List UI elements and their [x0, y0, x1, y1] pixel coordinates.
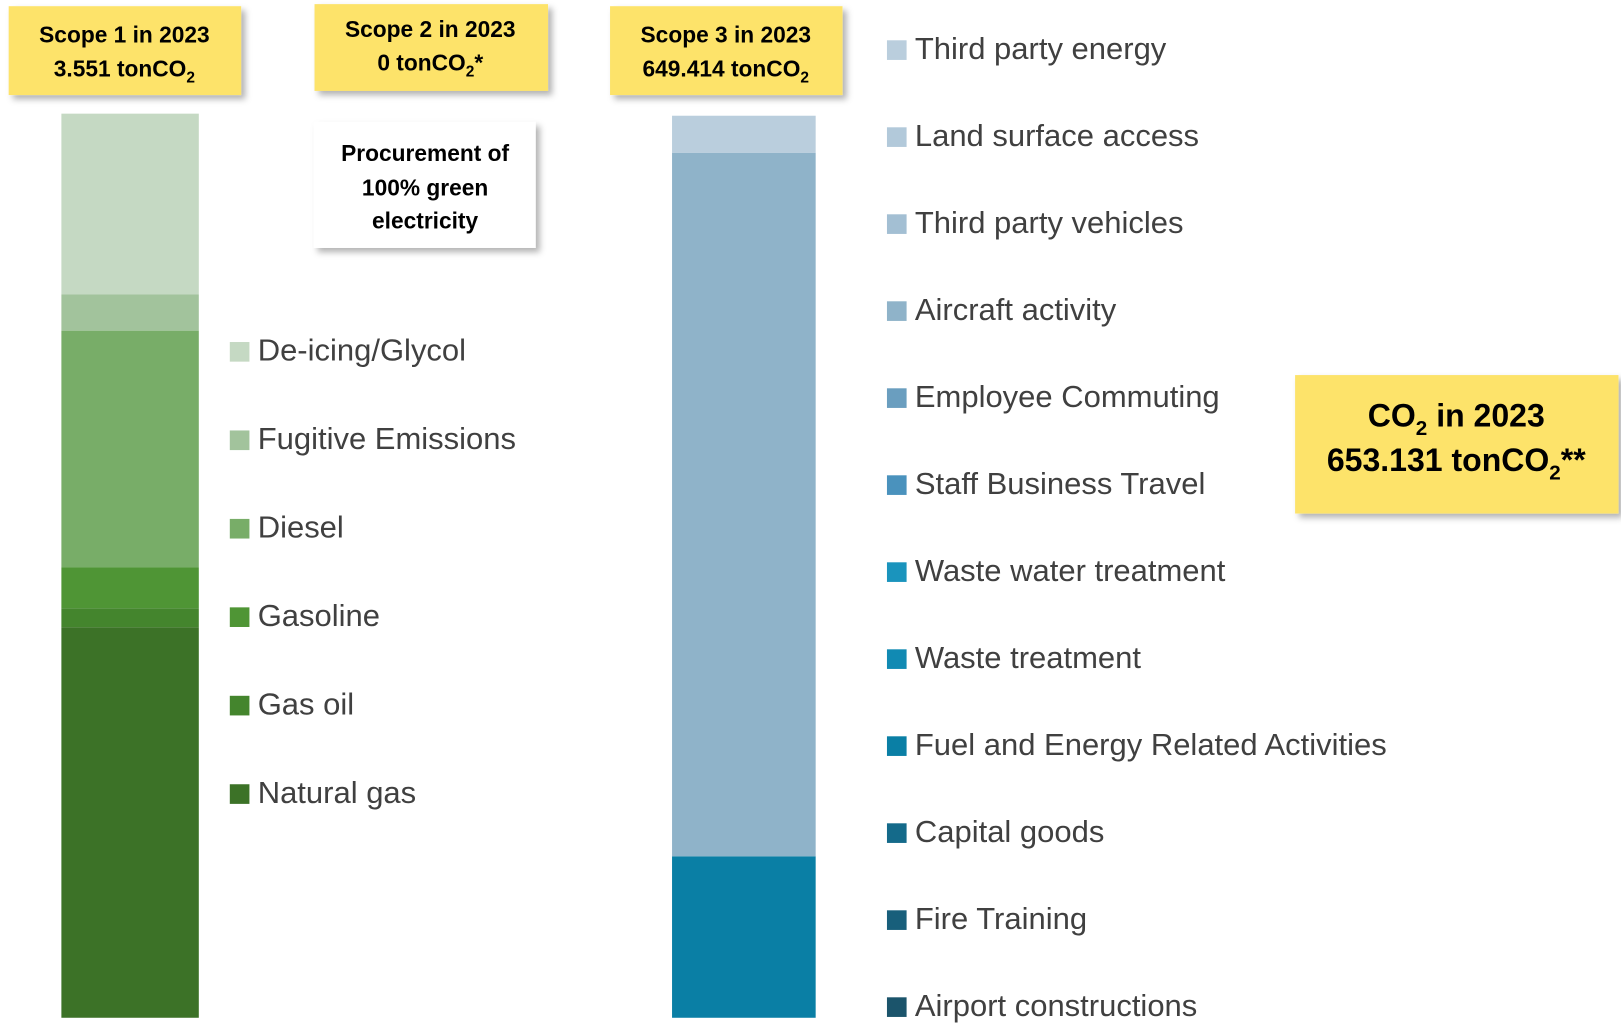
legend-swatch [886, 388, 907, 408]
legend-swatch [229, 607, 250, 627]
bar-segment [672, 856, 816, 1018]
box-bg [610, 6, 843, 96]
scope2-note: Procurement of 100% green electricity [313, 121, 536, 248]
legend-swatch [229, 784, 250, 804]
legend-label: Diesel [258, 509, 344, 544]
bar-segment [61, 113, 199, 295]
box-title: Scope 1 in 2023 [39, 21, 209, 47]
legend-label: Gasoline [258, 598, 380, 633]
legend-label: Employee Commuting [915, 379, 1220, 414]
legend-label: Fire Training [915, 901, 1087, 936]
note-line: electricity [372, 207, 478, 233]
suffix: * [474, 49, 483, 75]
box-value: 649.414 tonCO2 [643, 55, 809, 86]
legend-swatch [886, 910, 907, 930]
legend-label: Fugitive Emissions [258, 421, 516, 456]
box-bg [1295, 375, 1619, 514]
subscript: 2 [800, 70, 809, 87]
legend-label: Staff Business Travel [915, 466, 1205, 501]
legend-swatch [886, 40, 907, 60]
legend-label: De-icing/Glycol [258, 333, 466, 368]
legend-swatch [886, 649, 907, 669]
box-bg [8, 6, 242, 96]
legend-swatch [229, 695, 250, 716]
co2: CO [1368, 398, 1416, 434]
legend-swatch [229, 518, 250, 539]
suffix: in 2023 [1427, 398, 1544, 434]
note-bg [313, 121, 536, 248]
legend-label: Capital goods [915, 814, 1104, 849]
total-box: CO2 in 2023 653.131 tonCO2** [1295, 375, 1619, 514]
bar-segment [61, 330, 199, 568]
bar-segment [61, 627, 199, 1018]
bar-segment [61, 608, 199, 628]
bar-segment [61, 567, 199, 609]
legend-label: Aircraft activity [915, 292, 1117, 327]
legend-label: Third party vehicles [915, 205, 1184, 240]
value: 3.551 tonCO [54, 55, 187, 81]
value: 0 tonCO [377, 49, 465, 75]
box-value: 0 tonCO2* [377, 49, 483, 80]
legend-swatch [886, 301, 907, 321]
note-line: Procurement of [341, 140, 509, 166]
legend-label: Gas oil [258, 686, 354, 721]
subscript: 2 [186, 70, 195, 87]
legend-label: Land surface access [915, 118, 1199, 153]
legend-label: Waste treatment [915, 640, 1142, 675]
total-value: 653.131 tonCO2** [1327, 442, 1586, 484]
suffix: ** [1561, 442, 1586, 478]
legend-swatch [886, 823, 907, 843]
subscript: 2 [1416, 417, 1428, 440]
legend-swatch [886, 736, 907, 756]
scope1-box: Scope 1 in 2023 3.551 tonCO2 [8, 6, 242, 96]
scope2-box: Scope 2 in 2023 0 tonCO2* [314, 4, 549, 91]
legend-label: Third party energy [915, 31, 1167, 66]
bar-segment [672, 115, 816, 153]
legend-label: Natural gas [258, 775, 416, 810]
value: 653.131 tonCO [1327, 442, 1549, 478]
legend-swatch [229, 430, 250, 451]
legend-swatch [886, 214, 907, 234]
box-bg [314, 4, 549, 91]
legend-label: Fuel and Energy Related Activities [915, 727, 1387, 762]
legend-label: Airport constructions [915, 988, 1197, 1023]
box-title: Scope 3 in 2023 [641, 21, 811, 47]
box-value: 3.551 tonCO2 [54, 55, 195, 86]
bar-segment [672, 152, 816, 857]
bar-segment [61, 294, 199, 331]
total-title: CO2 in 2023 [1368, 398, 1545, 440]
legend-swatch [886, 475, 907, 495]
note-line: 100% green [362, 174, 488, 200]
legend-swatch [886, 997, 907, 1017]
legend-label: Waste water treatment [915, 553, 1226, 588]
legend-swatch [229, 342, 250, 362]
scope3-box: Scope 3 in 2023 649.414 tonCO2 [610, 6, 843, 96]
legend-swatch [886, 127, 907, 147]
value: 649.414 tonCO [643, 55, 801, 81]
subscript: 2 [466, 63, 475, 80]
subscript: 2 [1549, 461, 1561, 484]
box-title: Scope 2 in 2023 [345, 16, 515, 42]
legend-swatch [886, 562, 907, 582]
